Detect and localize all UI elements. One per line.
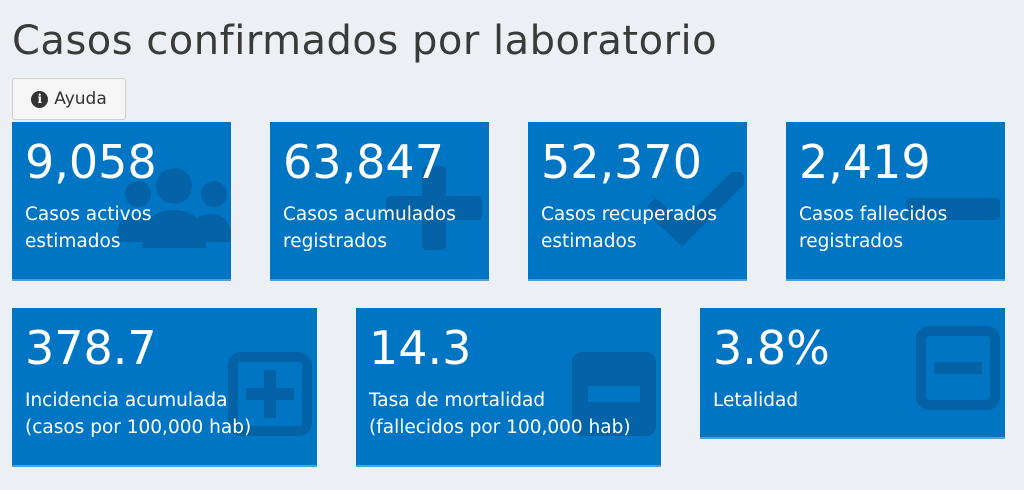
card-label-line1: Incidencia acumulada — [25, 390, 228, 411]
users-icon — [114, 162, 231, 252]
card-label-line2: (fallecidos por 100,000 hab) — [369, 417, 631, 438]
card-label-line1: Tasa de mortalidad — [369, 390, 546, 411]
card-label-line1: Casos activos — [25, 204, 152, 225]
help-button[interactable]: i Ayuda — [12, 78, 126, 120]
help-button-label: Ayuda — [54, 89, 107, 109]
page-title: Casos confirmados por laboratorio — [12, 18, 718, 64]
card-label-line1: Casos recuperados — [541, 204, 717, 225]
card-label-line1: Casos acumulados — [283, 204, 456, 225]
minus-square-icon — [572, 352, 656, 436]
minus-icon — [906, 198, 1000, 220]
plus-icon — [384, 162, 484, 252]
card-active-cases: 9,058 Casos activos estimados — [12, 122, 231, 281]
card-label-line2: (casos por 100,000 hab) — [25, 417, 252, 438]
card-label-line2: estimados — [25, 231, 121, 252]
card-cumulative-incidence: 378.7 Incidencia acumulada (casos por 10… — [12, 308, 317, 467]
card-label-line1: Casos fallecidos — [799, 204, 948, 225]
check-icon — [648, 172, 744, 248]
card-deceased-cases: 2,419 Casos fallecidos registrados — [786, 122, 1005, 281]
card-cumulative-cases: 63,847 Casos acumulados registrados — [270, 122, 489, 281]
card-label-line2: registrados — [283, 231, 387, 252]
card-value: 52,370 — [541, 135, 702, 189]
card-case-fatality: 3.8% Letalidad — [700, 308, 1005, 439]
card-value: 378.7 — [25, 321, 157, 375]
card-label-line1: Letalidad — [713, 390, 799, 411]
info-icon: i — [31, 90, 49, 108]
card-mortality-rate: 14.3 Tasa de mortalidad (fallecidos por … — [356, 308, 661, 467]
card-value: 63,847 — [283, 135, 444, 189]
minus-square-outline-icon — [916, 326, 1000, 410]
card-recovered-cases: 52,370 Casos recuperados estimados — [528, 122, 747, 281]
card-value: 9,058 — [25, 135, 157, 189]
card-label-line2: estimados — [541, 231, 637, 252]
card-value: 14.3 — [369, 321, 472, 375]
plus-square-icon — [228, 352, 312, 436]
card-value: 3.8% — [713, 321, 830, 375]
card-label-line2: registrados — [799, 231, 903, 252]
card-value: 2,419 — [799, 135, 931, 189]
